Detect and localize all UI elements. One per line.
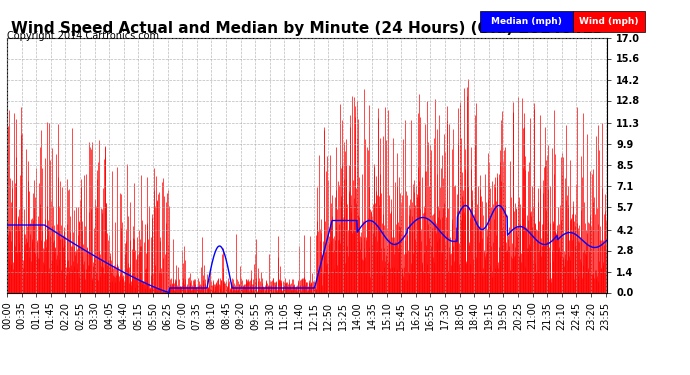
Title: Wind Speed Actual and Median by Minute (24 Hours) (Old) 20140413: Wind Speed Actual and Median by Minute (… [11, 21, 603, 36]
Text: Copyright 2014 Cartronics.com: Copyright 2014 Cartronics.com [7, 32, 159, 41]
Text: Wind (mph): Wind (mph) [579, 17, 639, 26]
Text: Median (mph): Median (mph) [491, 17, 562, 26]
